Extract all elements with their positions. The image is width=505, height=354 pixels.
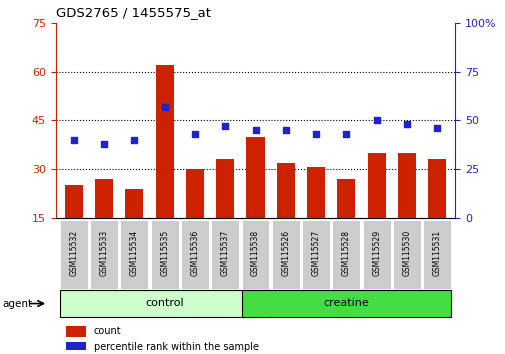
Bar — [423, 220, 450, 289]
Bar — [150, 220, 178, 289]
Text: GSM115531: GSM115531 — [432, 230, 441, 276]
Bar — [120, 220, 148, 289]
Bar — [60, 220, 87, 289]
Bar — [271, 220, 299, 289]
Bar — [307, 167, 325, 218]
Bar — [241, 290, 450, 317]
Text: GSM115535: GSM115535 — [160, 230, 169, 276]
Bar — [301, 220, 329, 289]
Bar — [60, 290, 269, 317]
Bar — [211, 220, 239, 289]
Bar — [66, 342, 86, 353]
Bar — [95, 179, 113, 218]
Text: percentile rank within the sample: percentile rank within the sample — [93, 342, 258, 352]
Bar — [181, 220, 209, 289]
Bar — [66, 326, 86, 337]
Point — [130, 137, 138, 143]
Point — [372, 118, 380, 123]
Bar — [156, 65, 173, 218]
Text: control: control — [145, 298, 184, 308]
Point — [251, 127, 259, 133]
Bar — [332, 220, 360, 289]
Bar — [246, 137, 264, 218]
Text: agent: agent — [3, 298, 33, 309]
Point — [160, 104, 168, 110]
Point — [70, 137, 78, 143]
Point — [221, 124, 229, 129]
Point — [100, 141, 108, 147]
Bar — [397, 153, 415, 218]
Point — [312, 131, 320, 137]
Text: creatine: creatine — [323, 298, 369, 308]
Bar — [362, 220, 390, 289]
Bar — [276, 162, 294, 218]
Point — [432, 125, 440, 131]
Text: GSM115536: GSM115536 — [190, 230, 199, 276]
Point — [402, 121, 410, 127]
Bar — [90, 220, 118, 289]
Text: GSM115537: GSM115537 — [220, 230, 229, 276]
Text: GSM115527: GSM115527 — [311, 230, 320, 276]
Text: GSM115533: GSM115533 — [99, 230, 109, 276]
Text: GSM115530: GSM115530 — [401, 230, 411, 276]
Bar — [65, 185, 83, 218]
Point — [190, 131, 198, 137]
Point — [281, 127, 289, 133]
Text: GSM115528: GSM115528 — [341, 230, 350, 276]
Bar — [337, 179, 355, 218]
Bar — [367, 153, 385, 218]
Bar — [216, 159, 234, 218]
Text: GDS2765 / 1455575_at: GDS2765 / 1455575_at — [56, 6, 210, 19]
Text: GSM115532: GSM115532 — [69, 230, 78, 276]
Bar — [185, 169, 204, 218]
Text: count: count — [93, 326, 121, 336]
Bar — [392, 220, 420, 289]
Bar — [125, 188, 143, 218]
Bar — [427, 159, 445, 218]
Text: GSM115538: GSM115538 — [250, 230, 260, 276]
Point — [342, 131, 350, 137]
Text: GSM115529: GSM115529 — [372, 230, 380, 276]
Bar — [241, 220, 269, 289]
Text: GSM115526: GSM115526 — [281, 230, 290, 276]
Text: GSM115534: GSM115534 — [130, 230, 138, 276]
